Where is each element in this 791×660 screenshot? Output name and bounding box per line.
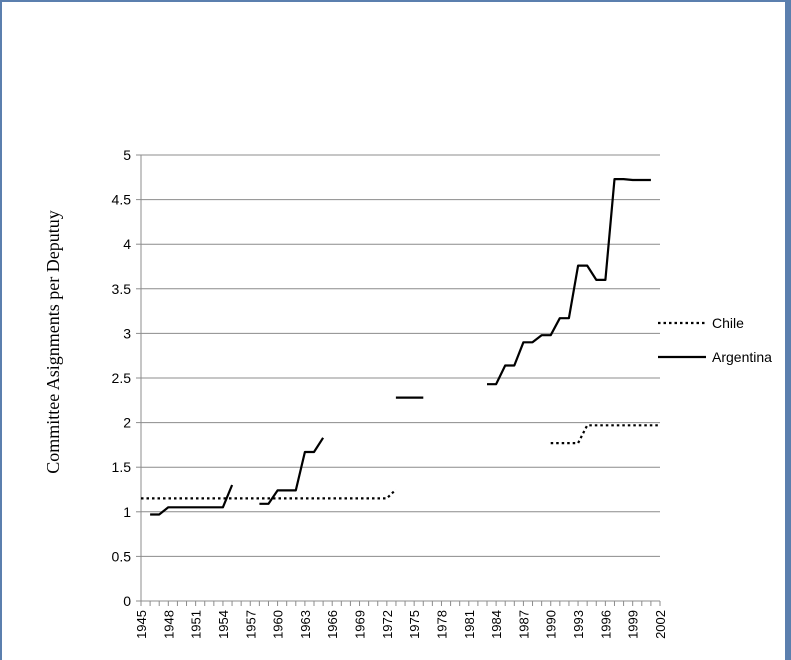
y-tick-label: 2.5	[112, 370, 132, 386]
series-line-argentina	[487, 178, 651, 386]
x-tick-label: 1984	[489, 610, 504, 639]
x-tick-label: 1945	[134, 610, 149, 639]
x-tick-label: 1951	[189, 610, 204, 639]
x-tick-label: 2002	[653, 610, 668, 639]
y-tick-label: 0	[123, 593, 131, 609]
x-tick-label: 1972	[380, 610, 395, 639]
x-tick-label: 1996	[598, 610, 613, 639]
x-tick-label: 1960	[271, 610, 286, 639]
y-tick-label: 3	[123, 325, 131, 341]
y-tick-label: 3.5	[112, 281, 132, 297]
series-lines	[141, 178, 660, 516]
y-axis-title: Committee Asignments per Deputuy	[43, 210, 63, 473]
x-tick-label: 1948	[161, 610, 176, 639]
x-tick-label: 1975	[407, 610, 422, 639]
y-tick-label: 2	[123, 415, 131, 431]
y-tick-label: 4	[123, 236, 131, 252]
legend-label-argentina: Argentina	[712, 349, 772, 365]
x-tick-label: 1963	[298, 610, 313, 639]
legend-label-chile: Chile	[712, 315, 744, 331]
x-tick-label: 1990	[544, 610, 559, 639]
x-tick-labels: 1945 1948 1951 1954 1957 1960 1963 1966 1969 1972…	[134, 610, 668, 639]
series-line-chile	[550, 424, 660, 445]
x-tick-label: 1981	[462, 610, 477, 639]
legend: Chile Argentina	[658, 315, 772, 365]
gridlines	[141, 154, 660, 557]
series-line-argentina	[150, 484, 234, 516]
y-tick-label: 1	[123, 504, 131, 520]
y-tick-labels: 0 0.5 1 1.5 2 2.5 3 3.5 4 4.5 5	[112, 147, 132, 609]
y-tick-label: 0.5	[112, 548, 132, 564]
y-tick-label: 4.5	[112, 192, 132, 208]
x-tick-label: 1969	[353, 610, 368, 639]
x-tick-label: 1954	[216, 610, 231, 639]
y-tick-label: 1.5	[112, 459, 132, 475]
x-tick-label: 1966	[325, 610, 340, 639]
x-tick-label: 1978	[434, 610, 449, 639]
series-line-chile	[141, 488, 397, 500]
x-tick-label: 1957	[243, 610, 258, 639]
x-tick-label: 1999	[626, 610, 641, 639]
x-tick-label: 1993	[571, 610, 586, 639]
series-line-argentina	[259, 437, 325, 505]
x-tick-label: 1987	[516, 610, 531, 639]
y-tick-label: 5	[123, 147, 131, 163]
axes	[136, 154, 661, 606]
